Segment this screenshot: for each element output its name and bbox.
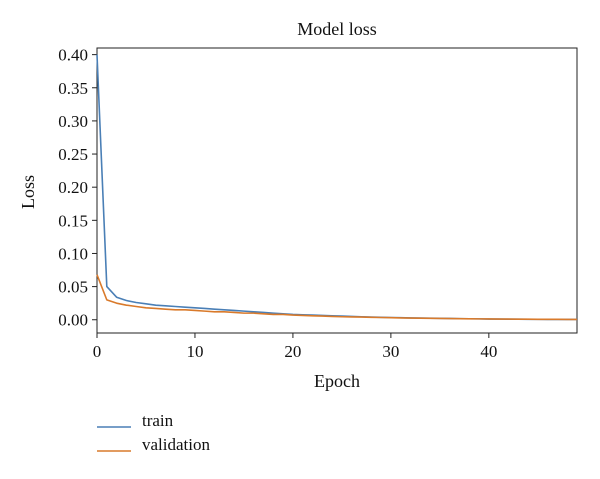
plot-border (96, 47, 578, 334)
y-tick-label: 0.40 (58, 46, 88, 65)
y-tick-label: 0.35 (58, 79, 88, 98)
series-line-train (96, 54, 577, 321)
legend-label-validation: validation (142, 435, 210, 454)
y-tick-label: 0.30 (58, 112, 88, 131)
plot-frame (96, 47, 578, 334)
y-tick-label: 0.00 (58, 311, 88, 330)
x-tick-label: 20 (284, 342, 301, 361)
y-tick-label: 0.25 (58, 145, 88, 164)
legend-label-train: train (142, 411, 174, 430)
x-tick-label: 30 (382, 342, 399, 361)
y-tick-label: 0.05 (58, 278, 88, 297)
chart-title: Model loss (297, 19, 377, 39)
y-tick-label: 0.15 (58, 211, 88, 230)
y-axis-ticks: 0.00 0.05 0.10 0.15 0.20 0.25 0.30 0.35 0.40 (58, 46, 97, 330)
series-lines (96, 54, 577, 321)
legend: train validation (97, 411, 210, 454)
y-tick-label: 0.20 (58, 178, 88, 197)
x-tick-label: 10 (186, 342, 203, 361)
x-tick-label: 0 (93, 342, 102, 361)
x-axis-title: Epoch (314, 371, 360, 391)
x-tick-label: 40 (480, 342, 497, 361)
y-axis-title: Loss (18, 175, 38, 209)
series-line-validation (96, 274, 577, 321)
x-axis-ticks: 0 10 20 30 40 (93, 333, 497, 361)
y-tick-label: 0.10 (58, 244, 88, 263)
